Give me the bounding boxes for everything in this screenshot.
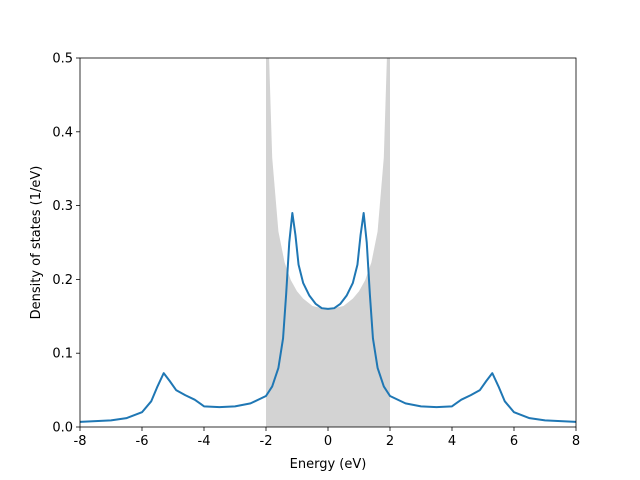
- x-tick-label: -2: [260, 434, 273, 449]
- x-tick-label: 0: [324, 434, 332, 449]
- y-tick-label: 0.0: [52, 421, 73, 436]
- plot-area: [80, 58, 576, 427]
- y-tick-label: 0.3: [52, 199, 73, 214]
- y-axis-label: Density of states (1/eV): [29, 166, 44, 320]
- y-tick-label: 0.2: [52, 273, 73, 288]
- x-tick-label: -4: [198, 434, 211, 449]
- x-tick-label: 8: [572, 434, 580, 449]
- x-axis-label: Energy (eV): [290, 457, 367, 472]
- line: [80, 211, 576, 423]
- x-tick-label: -6: [136, 434, 149, 449]
- y-tick-label: 0.5: [52, 52, 73, 67]
- x-tick-label: 6: [510, 434, 518, 449]
- y-tick-label: 0.1: [52, 347, 73, 362]
- x-tick-label: 2: [386, 434, 394, 449]
- y-tick-label: 0.4: [52, 125, 73, 140]
- x-tick-label: -8: [74, 434, 87, 449]
- area: [266, 58, 390, 427]
- x-tick-label: 4: [448, 434, 456, 449]
